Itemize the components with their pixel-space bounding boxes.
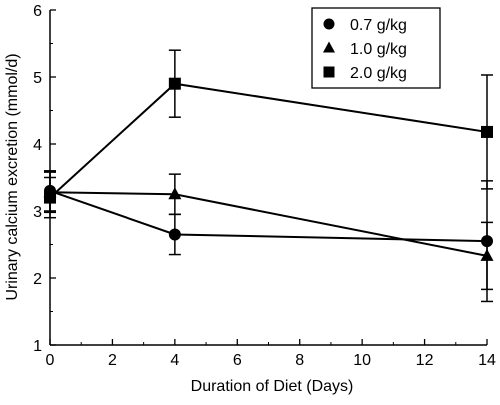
series-line (49, 82, 488, 199)
data-point-square (168, 77, 181, 90)
legend-label: 1.0 g/kg (350, 41, 407, 58)
legend-label: 2.0 g/kg (350, 65, 407, 82)
legend-marker-square (323, 66, 335, 78)
x-tick-label: 10 (353, 352, 371, 369)
y-axis-label: Urinary calcium excretion (mmol/d) (4, 53, 21, 300)
data-point-square (44, 191, 56, 204)
y-tick-label: 2 (33, 271, 42, 288)
legend-marker-triangle (323, 41, 335, 53)
x-tick-label: 8 (295, 352, 304, 369)
x-tick-label: 4 (170, 352, 179, 369)
x-tick-label: 14 (478, 352, 496, 369)
x-tick-label: 6 (233, 352, 242, 369)
y-tick-label: 5 (33, 70, 42, 87)
y-tick-label: 3 (33, 204, 42, 221)
y-tick-label: 6 (33, 3, 42, 20)
series-layer (43, 49, 494, 303)
series-triangle (43, 171, 494, 291)
legend-label: 0.7 g/kg (350, 17, 407, 34)
x-tick-label: 0 (46, 352, 55, 369)
y-tick-label: 1 (33, 338, 42, 355)
legend: 0.7 g/kg 1.0 g/kg 2.0 g/kg (311, 7, 441, 89)
series-line (49, 191, 488, 257)
y-tick-label: 4 (33, 137, 42, 154)
x-axis-label: Duration of Diet (Days) (191, 378, 354, 395)
legend-marker-circle (323, 18, 335, 30)
x-tick-label: 12 (416, 352, 434, 369)
data-point-circle (168, 228, 181, 241)
series-line (49, 189, 488, 243)
series-circle (44, 170, 493, 303)
data-point-triangle (168, 187, 182, 200)
data-point-square (481, 125, 493, 138)
x-tick-label: 2 (108, 352, 117, 369)
data-point-triangle (480, 248, 494, 261)
series-square (44, 49, 493, 219)
